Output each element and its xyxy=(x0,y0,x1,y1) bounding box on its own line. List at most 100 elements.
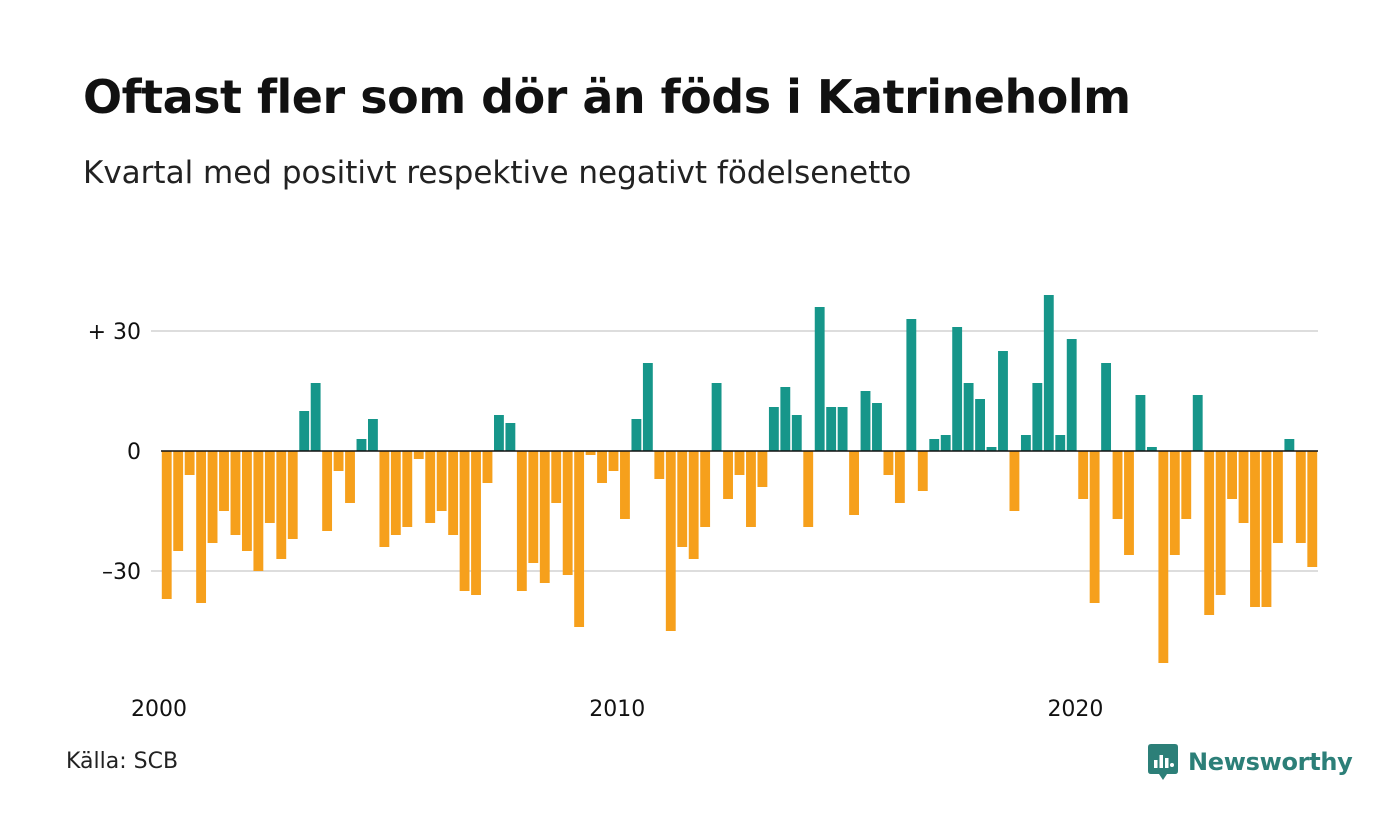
bar-2023-q1 xyxy=(1215,451,1226,595)
bar-2003-q3 xyxy=(322,451,333,531)
newsworthy-logo: Newsworthy xyxy=(1148,742,1353,782)
bar-2024-q2 xyxy=(1272,451,1283,543)
bar-2010-q2 xyxy=(631,419,642,451)
bar-2011-q1 xyxy=(665,451,676,631)
bar-2015-q2 xyxy=(860,391,871,451)
bar-2011-q3 xyxy=(688,451,699,559)
bar-2005-q4 xyxy=(425,451,436,523)
bar-2019-q2 xyxy=(1043,295,1054,451)
bar-2024-q3 xyxy=(1284,439,1295,451)
bar-2007-q1 xyxy=(482,451,493,483)
bar-2015-q3 xyxy=(872,403,882,451)
bar-2004-q3 xyxy=(368,419,378,451)
source-note: Källa: SCB xyxy=(66,749,179,774)
bar-2001-q2 xyxy=(219,451,229,511)
bar-2014-q3 xyxy=(826,407,837,451)
bar-2016-q1 xyxy=(894,451,905,503)
bar-2008-q1 xyxy=(528,451,539,563)
bar-2012-q3 xyxy=(734,451,745,475)
bar-2009-q2 xyxy=(585,451,596,455)
bar-2004-q2 xyxy=(356,439,367,451)
bar-2013-q4 xyxy=(791,415,802,451)
bar-2006-q1 xyxy=(436,451,447,511)
bar-2003-q2 xyxy=(310,383,321,451)
bar-2007-q3 xyxy=(505,423,516,451)
bar-2025-q1 xyxy=(1307,451,1318,567)
bar-2005-q3 xyxy=(413,451,424,459)
bar-2013-q1 xyxy=(757,451,768,487)
bar-2018-q3 xyxy=(1009,451,1020,511)
bar-2008-q4 xyxy=(562,451,573,575)
bar-2009-q3 xyxy=(597,451,607,483)
bar-2016-q3 xyxy=(917,451,928,491)
bar-2012-q1 xyxy=(711,383,722,451)
bar-2001-q4 xyxy=(241,451,252,551)
bar-2018-q2 xyxy=(998,351,1008,451)
bar-2014-q2 xyxy=(814,307,825,451)
bar-2011-q4 xyxy=(700,451,711,527)
bar-2017-q3 xyxy=(963,383,974,451)
y-tick-label: 0 xyxy=(127,440,141,465)
bar-2011-q2 xyxy=(677,451,688,547)
bar-2019-q1 xyxy=(1032,383,1043,451)
bar-2024-q4 xyxy=(1295,451,1306,543)
x-tick-label: 2020 xyxy=(1047,697,1103,722)
bar-2006-q3 xyxy=(459,451,470,591)
bar-2006-q4 xyxy=(471,451,481,595)
bar-2024-q1 xyxy=(1261,451,1272,607)
bar-2016-q2 xyxy=(906,319,917,451)
bar-2018-q1 xyxy=(986,447,997,451)
bar-2007-q2 xyxy=(494,415,504,451)
chart-bubble-icon xyxy=(1148,744,1178,780)
bar-2020-q2 xyxy=(1089,451,1100,603)
bar-2022-q2 xyxy=(1181,451,1192,519)
x-axis-labels: 2000 2010 2020 xyxy=(131,697,1103,722)
bar-2021-q2 xyxy=(1135,395,1146,451)
bar-2007-q4 xyxy=(516,451,527,591)
bar-2003-q4 xyxy=(333,451,344,471)
bar-2005-q1 xyxy=(390,451,401,535)
bar-2012-q2 xyxy=(723,451,733,499)
bar-2006-q2 xyxy=(448,451,459,535)
bar-2015-q1 xyxy=(849,451,859,515)
bar-2000-q2 xyxy=(173,451,184,551)
bar-2009-q1 xyxy=(574,451,585,627)
bar-2017-q2 xyxy=(952,327,963,451)
bar-2000-q4 xyxy=(196,451,207,603)
bar-2022-q4 xyxy=(1204,451,1215,615)
bar-2018-q4 xyxy=(1020,435,1031,451)
x-tick-label: 2010 xyxy=(589,697,645,722)
y-tick-label: –30 xyxy=(102,560,141,585)
bar-2004-q4 xyxy=(379,451,390,547)
bar-2000-q3 xyxy=(184,451,195,475)
bar-2002-q3 xyxy=(276,451,287,559)
bar-2004-q1 xyxy=(345,451,355,503)
bar-2008-q2 xyxy=(539,451,550,583)
bar-2021-q4 xyxy=(1158,451,1169,663)
bar-2013-q2 xyxy=(768,407,779,451)
bar-2010-q3 xyxy=(642,363,653,451)
bar-2019-q4 xyxy=(1066,339,1077,451)
bar-2012-q4 xyxy=(746,451,756,527)
bar-2013-q3 xyxy=(780,387,791,451)
gridlines xyxy=(151,330,1318,572)
bar-2022-q1 xyxy=(1169,451,1180,555)
y-tick-label: + 30 xyxy=(88,320,141,345)
bar-2020-q4 xyxy=(1112,451,1123,519)
bar-2021-q1 xyxy=(1124,451,1134,555)
bar-2008-q3 xyxy=(551,451,562,503)
bar-2002-q2 xyxy=(264,451,275,523)
bar-2019-q3 xyxy=(1055,435,1066,451)
bar-2017-q4 xyxy=(975,399,985,451)
bar-chart: + 30 0 –30 2000 2010 2020 xyxy=(88,295,1318,722)
chart-subtitle: Kvartal med positivt respektive negativt… xyxy=(83,155,912,191)
bar-2000-q1 xyxy=(161,451,172,599)
bar-2020-q3 xyxy=(1101,363,1112,451)
x-tick-label: 2000 xyxy=(131,697,187,722)
bar-2001-q3 xyxy=(230,451,241,535)
y-axis-labels: + 30 0 –30 xyxy=(88,320,141,585)
bar-2005-q2 xyxy=(402,451,413,527)
bar-2023-q2 xyxy=(1227,451,1238,499)
bar-2017-q1 xyxy=(940,435,951,451)
chart-title: Oftast fler som dör än föds i Katrinehol… xyxy=(83,70,1131,124)
